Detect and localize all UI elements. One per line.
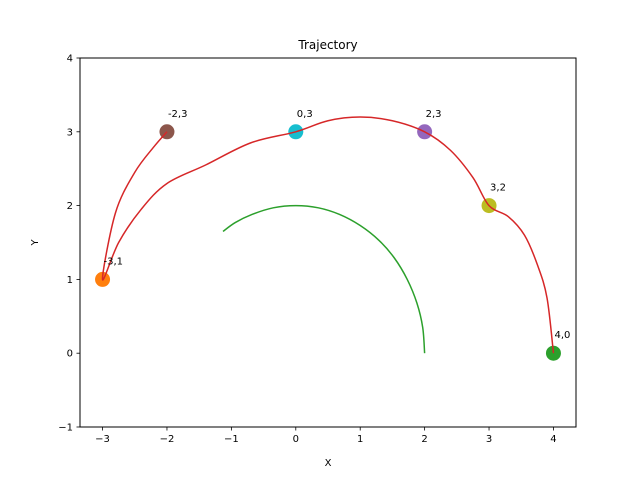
waypoint-label: -3,1: [104, 256, 124, 267]
inner-arc-line: [222, 204, 426, 354]
x-tick-label: 3: [486, 434, 492, 445]
x-tick-label: −3: [95, 434, 110, 445]
y-tick-label: 0: [67, 349, 73, 360]
x-tick-label: −1: [224, 434, 239, 445]
axis-ticks: −3 −2 −1 0 1 2 3 4 −1 0 1 2 3 4: [58, 54, 556, 446]
y-tick-label: 4: [67, 54, 73, 65]
x-tick-label: 2: [421, 434, 427, 445]
x-tick-label: −2: [160, 434, 175, 445]
x-tick-label: 1: [357, 434, 363, 445]
plot-frame: [79, 57, 577, 428]
data-layer: 4,0 3,2 2,3 0,3 -3,1 -2,3: [95, 109, 570, 361]
y-axis-label: Y: [30, 239, 41, 247]
y-tick-label: 3: [67, 127, 73, 138]
y-tick-label: 1: [67, 275, 73, 286]
waypoint-label: -2,3: [168, 109, 188, 120]
waypoint-label: 0,3: [297, 109, 313, 120]
waypoint-marker: [545, 345, 561, 361]
x-axis-label: X: [325, 458, 332, 469]
x-tick-label: 0: [293, 434, 299, 445]
y-tick-label: 2: [67, 201, 73, 212]
waypoint-label: 3,2: [490, 183, 506, 194]
trajectory-line: [101, 116, 555, 354]
plot-area: [80, 58, 576, 427]
chart-title: Trajectory: [297, 38, 357, 52]
waypoint-label: 4,0: [554, 330, 570, 341]
y-tick-label: −1: [58, 423, 73, 434]
x-tick-label: 4: [550, 434, 556, 445]
waypoint-label: 2,3: [426, 109, 442, 120]
